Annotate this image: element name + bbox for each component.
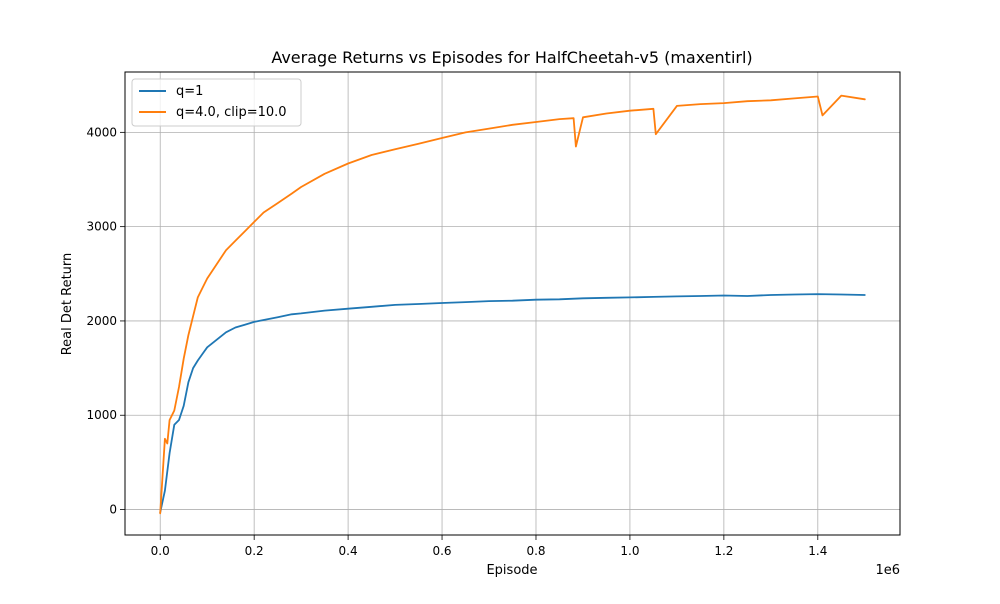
x-axis-label: Episode <box>486 563 537 578</box>
series-line-q1 <box>159 293 866 514</box>
chart-title: Average Returns vs Episodes for HalfChee… <box>271 48 752 67</box>
legend-box <box>131 78 302 127</box>
x-tick-label: 0.4 <box>339 544 358 558</box>
y-tick-label: 1000 <box>86 408 117 422</box>
y-axis-label: Real Det Return <box>60 253 75 356</box>
x-axis-offset-label: 1e6 <box>875 563 900 578</box>
legend-label-q4: q=4.0, clip=10.0 <box>176 105 287 120</box>
y-tick-label: 0 <box>109 503 117 517</box>
x-tick-label: 1.2 <box>714 544 733 558</box>
x-tick-label: 1.4 <box>808 544 827 558</box>
x-tick-label: 0.6 <box>432 544 451 558</box>
x-tick-label: 1.0 <box>620 544 639 558</box>
tick-layer: 0.0 0.2 0.4 0.6 0.8 1.0 1.2 1.4 0 1000 2000 3000 400… <box>86 125 827 558</box>
legend: q=1 q=4.0, clip=10.0 <box>131 78 302 127</box>
series-layer <box>159 94 866 515</box>
series-line-q4-clip10 <box>159 94 866 515</box>
legend-label-q1: q=1 <box>176 84 203 99</box>
x-tick-label: 0.0 <box>151 544 170 558</box>
x-tick-label: 0.2 <box>245 544 264 558</box>
plot-frame <box>124 71 901 536</box>
y-tick-label: 3000 <box>86 220 117 234</box>
grid-layer <box>125 72 900 535</box>
y-tick-label: 4000 <box>86 125 117 139</box>
y-tick-label: 2000 <box>86 314 117 328</box>
x-tick-label: 0.8 <box>526 544 545 558</box>
